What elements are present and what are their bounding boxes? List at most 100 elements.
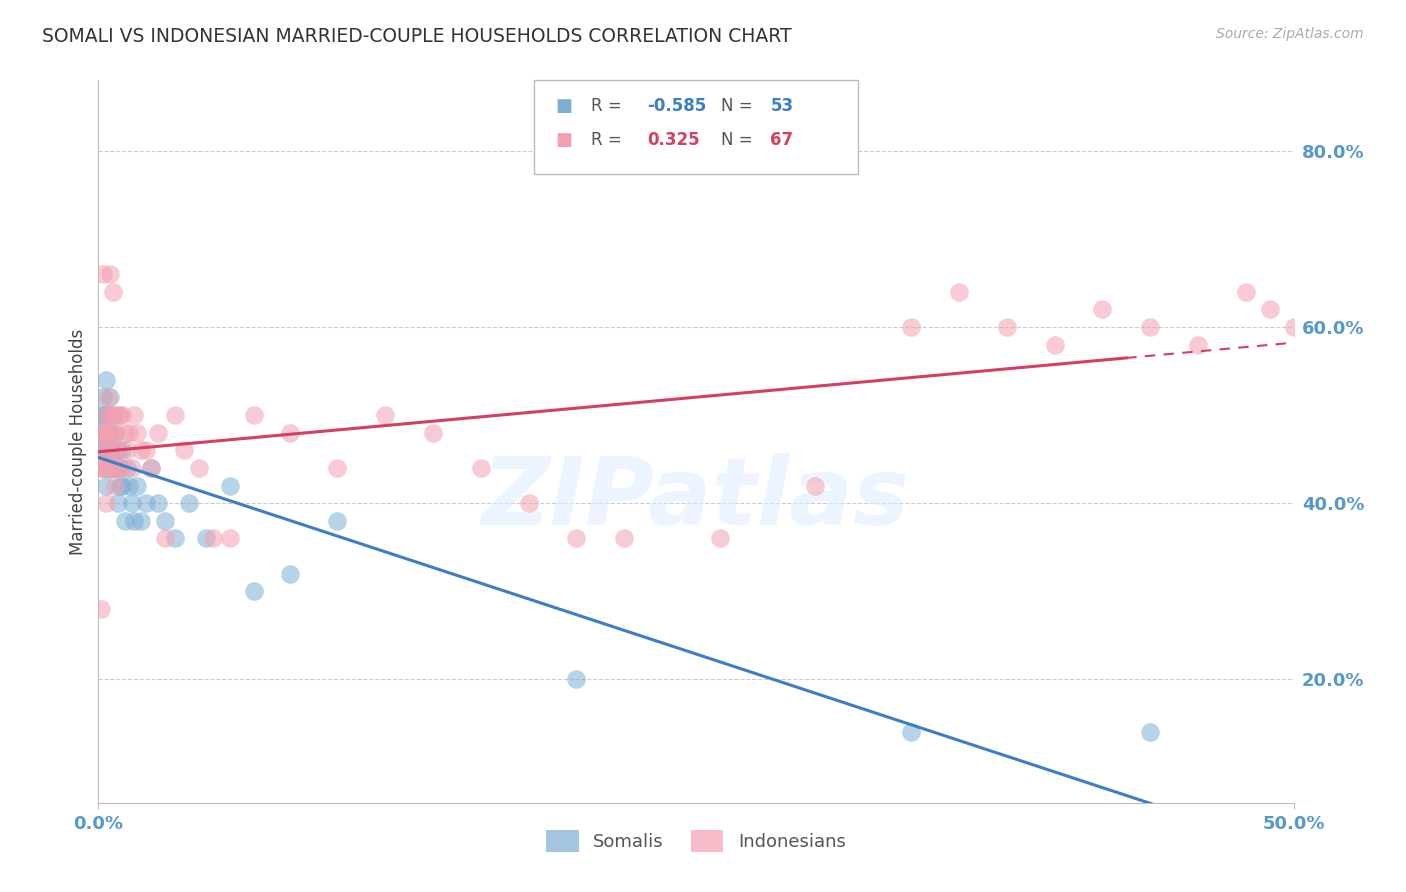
Point bbox=[155, 514, 177, 528]
Point bbox=[101, 408, 124, 422]
Point bbox=[326, 461, 349, 475]
Point bbox=[163, 408, 186, 422]
Point bbox=[104, 425, 127, 440]
Point bbox=[219, 532, 242, 546]
Point bbox=[107, 443, 129, 458]
Point bbox=[97, 425, 120, 440]
Point bbox=[101, 408, 124, 422]
Point bbox=[155, 532, 177, 546]
Text: -0.585: -0.585 bbox=[647, 97, 706, 115]
Point bbox=[90, 443, 112, 458]
Point bbox=[709, 532, 731, 546]
Point bbox=[97, 391, 120, 405]
Point bbox=[97, 408, 120, 422]
Point bbox=[1139, 320, 1161, 334]
Point bbox=[517, 496, 540, 510]
Point bbox=[613, 532, 636, 546]
Point bbox=[121, 461, 143, 475]
Point bbox=[94, 461, 117, 475]
Point bbox=[98, 267, 122, 281]
Point bbox=[91, 443, 114, 458]
Point bbox=[114, 425, 136, 440]
Point bbox=[91, 408, 114, 422]
Point bbox=[94, 443, 117, 458]
Point bbox=[187, 461, 209, 475]
Point bbox=[97, 443, 120, 458]
Point bbox=[90, 461, 112, 475]
Text: N =: N = bbox=[721, 131, 752, 149]
Point bbox=[94, 408, 117, 422]
Point bbox=[107, 443, 129, 458]
Point bbox=[195, 532, 218, 546]
Point bbox=[121, 496, 143, 510]
Point bbox=[135, 496, 157, 510]
Point bbox=[278, 566, 301, 581]
Text: R =: R = bbox=[591, 97, 621, 115]
Point bbox=[1139, 725, 1161, 739]
Point bbox=[98, 425, 122, 440]
Point bbox=[101, 461, 124, 475]
Point bbox=[111, 408, 134, 422]
Point bbox=[124, 514, 146, 528]
Point bbox=[91, 443, 114, 458]
Point bbox=[90, 425, 112, 440]
Point bbox=[91, 267, 114, 281]
Text: 67: 67 bbox=[770, 131, 793, 149]
Point bbox=[108, 408, 131, 422]
Text: ZIPatlas: ZIPatlas bbox=[482, 453, 910, 545]
Point bbox=[108, 461, 131, 475]
Point bbox=[1043, 337, 1066, 351]
Point bbox=[111, 461, 134, 475]
Point bbox=[139, 461, 162, 475]
Point bbox=[115, 443, 138, 458]
Point bbox=[173, 443, 195, 458]
Point bbox=[98, 408, 122, 422]
Point bbox=[148, 425, 170, 440]
Point bbox=[115, 461, 138, 475]
Point bbox=[202, 532, 225, 546]
Point bbox=[900, 320, 922, 334]
Point bbox=[101, 285, 124, 299]
Point bbox=[97, 443, 120, 458]
Point bbox=[1258, 302, 1281, 317]
Point bbox=[278, 425, 301, 440]
Legend: Somalis, Indonesians: Somalis, Indonesians bbox=[538, 822, 853, 859]
Point bbox=[565, 532, 588, 546]
Y-axis label: Married-couple Households: Married-couple Households bbox=[69, 328, 87, 555]
Point bbox=[101, 461, 124, 475]
Point bbox=[948, 285, 970, 299]
Text: Source: ZipAtlas.com: Source: ZipAtlas.com bbox=[1216, 27, 1364, 41]
Point bbox=[98, 443, 122, 458]
Point bbox=[97, 461, 120, 475]
Point bbox=[94, 425, 117, 440]
Point bbox=[98, 425, 122, 440]
Point bbox=[90, 602, 112, 616]
Point bbox=[163, 532, 186, 546]
Point bbox=[243, 584, 266, 599]
Point bbox=[90, 408, 112, 422]
Point bbox=[91, 425, 114, 440]
Point bbox=[94, 408, 117, 422]
Point bbox=[114, 514, 136, 528]
Point bbox=[124, 408, 146, 422]
Point bbox=[108, 461, 131, 475]
Point bbox=[91, 425, 114, 440]
Point bbox=[125, 425, 148, 440]
Point bbox=[179, 496, 201, 510]
Point bbox=[900, 725, 922, 739]
Point bbox=[1187, 337, 1209, 351]
Text: ■: ■ bbox=[555, 131, 572, 149]
Point bbox=[108, 478, 131, 492]
Point bbox=[104, 461, 127, 475]
Point bbox=[98, 391, 122, 405]
Text: 0.325: 0.325 bbox=[647, 131, 699, 149]
Point bbox=[804, 478, 827, 492]
Point bbox=[101, 443, 124, 458]
Point bbox=[91, 461, 114, 475]
Point bbox=[104, 443, 127, 458]
Point bbox=[1282, 320, 1305, 334]
Point bbox=[97, 461, 120, 475]
Point bbox=[107, 496, 129, 510]
Point bbox=[94, 496, 117, 510]
Point bbox=[111, 443, 134, 458]
